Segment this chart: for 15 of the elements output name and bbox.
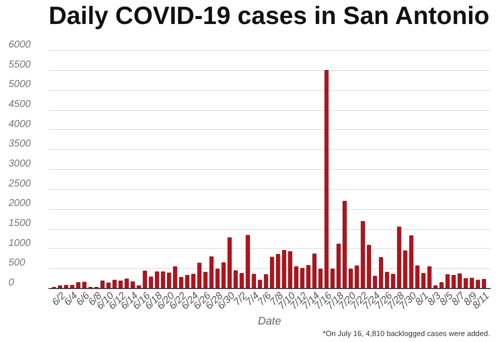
- chart-title: Daily COVID-19 cases in San Antonio: [48, 2, 490, 30]
- x-axis-title: Date: [258, 315, 282, 328]
- y-tick-label: 4000: [8, 118, 32, 130]
- y-tick-label: 1000: [8, 238, 32, 249]
- y-tick-label: 0: [8, 278, 14, 288]
- y-tick-label: 6000: [8, 40, 32, 50]
- y-tick-label: 3500: [8, 138, 32, 150]
- y-tick-label: 5500: [8, 59, 32, 70]
- y-tick-label: 1500: [8, 218, 32, 229]
- y-tick-label: 500: [8, 258, 26, 269]
- y-tick-label: 3000: [8, 158, 32, 170]
- y-tick-label: 4500: [8, 99, 32, 110]
- y-tick-label: 2500: [8, 178, 32, 190]
- y-tick-label: 2000: [8, 198, 32, 210]
- y-tick-label: 5000: [8, 79, 32, 90]
